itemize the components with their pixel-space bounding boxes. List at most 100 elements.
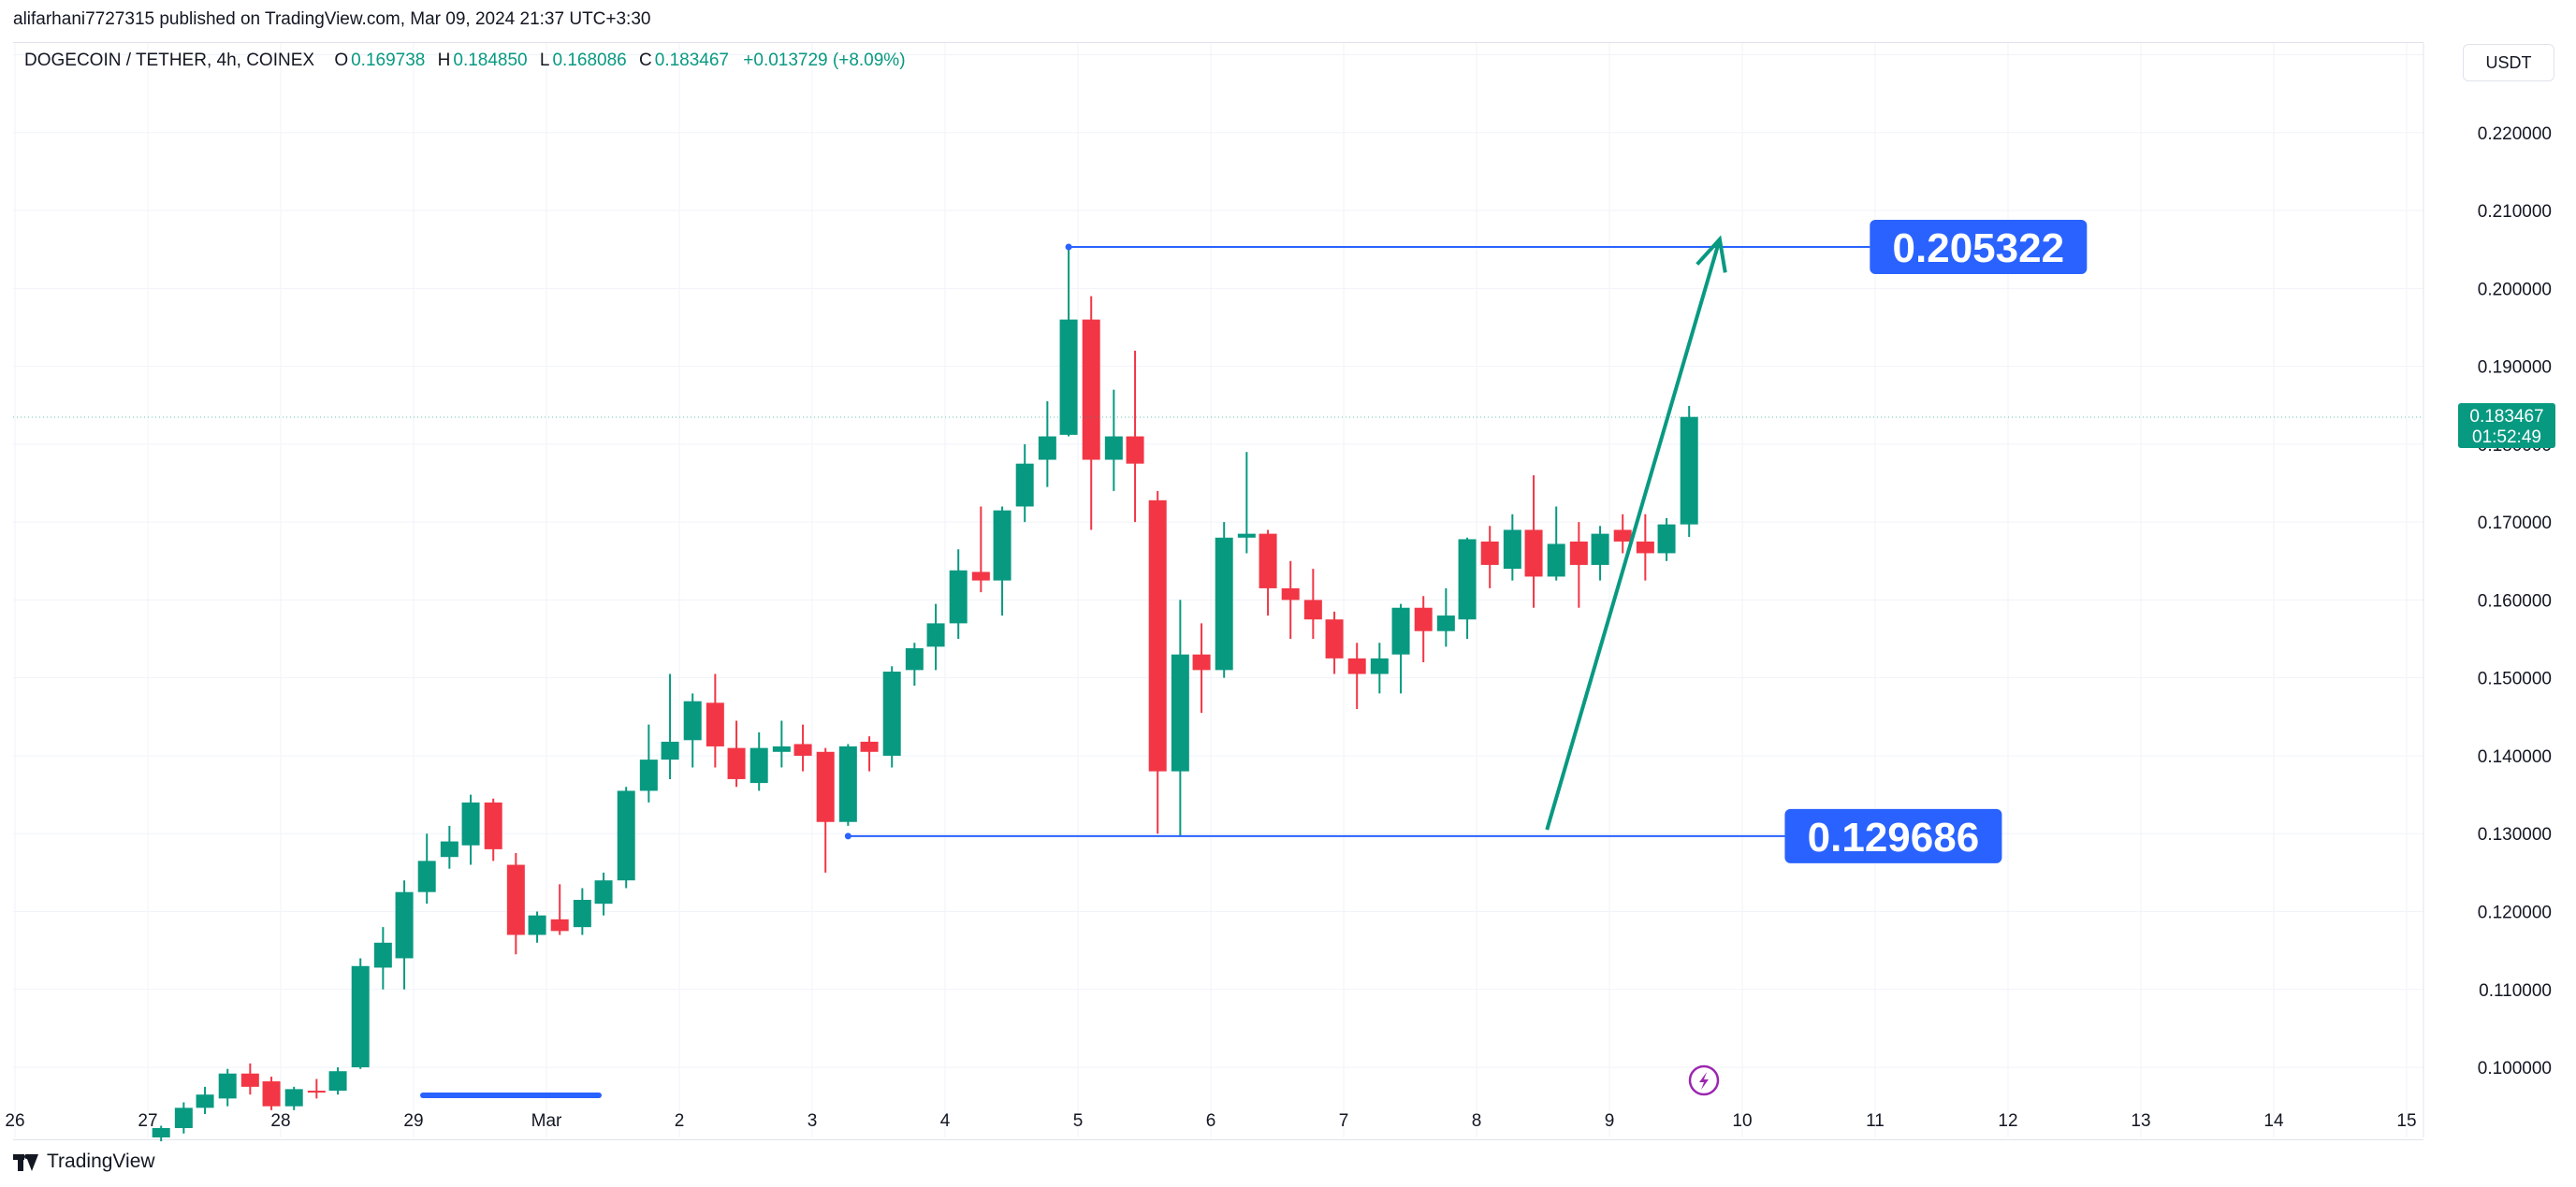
candle-down[interactable] xyxy=(816,751,835,822)
candle-down[interactable] xyxy=(1303,600,1322,620)
candle-up[interactable] xyxy=(461,802,480,846)
candle-bodies xyxy=(152,319,1698,1137)
candle-down[interactable] xyxy=(706,702,724,746)
publisher-line: alifarhani7727315 published on TradingVi… xyxy=(13,9,651,29)
time-axis: 26 27 28 29 Mar 2 3 4 5 6 7 8 9 10 11 12 13 14 15 xyxy=(5,1111,2416,1131)
candle-down[interactable] xyxy=(1480,541,1499,565)
candle-up[interactable] xyxy=(528,915,546,935)
time-tick-label: 27 xyxy=(138,1111,157,1131)
price-tick-label: 0.220000 xyxy=(2478,124,2552,144)
open-value: 0.169738 xyxy=(351,51,426,70)
candle-down[interactable] xyxy=(550,919,569,932)
level-label-box[interactable] xyxy=(1784,808,2002,863)
candle-down[interactable] xyxy=(1613,529,1632,542)
candle-up[interactable] xyxy=(1237,533,1256,538)
candle-down[interactable] xyxy=(506,864,525,935)
level-label-box[interactable] xyxy=(1870,219,2088,274)
candle-up[interactable] xyxy=(395,891,414,959)
candle-up[interactable] xyxy=(440,841,458,858)
grid-lines xyxy=(13,43,2423,1137)
candle-down[interactable] xyxy=(1192,654,1211,671)
candle-down[interactable] xyxy=(971,572,990,581)
candle-up[interactable] xyxy=(351,965,370,1068)
candle-up[interactable] xyxy=(1015,463,1034,507)
brand-name: TradingView xyxy=(47,1151,155,1172)
time-tick-label: 11 xyxy=(1866,1111,1885,1131)
candle-down[interactable] xyxy=(1569,541,1588,565)
candle-down[interactable] xyxy=(240,1073,259,1087)
time-tick-label: 26 xyxy=(5,1111,24,1131)
level-line-anchor xyxy=(844,832,851,840)
candle-down[interactable] xyxy=(1148,499,1167,772)
candle-up[interactable] xyxy=(882,672,901,756)
candle-down[interactable] xyxy=(1347,658,1366,674)
candle-up[interactable] xyxy=(373,942,392,968)
ohlc-legend: DOGECOIN / TETHER, 4h, COINEX O 0.169738 … xyxy=(24,51,906,71)
close-value: 0.183467 xyxy=(654,51,729,70)
candle-up[interactable] xyxy=(152,1128,170,1137)
candle-up[interactable] xyxy=(1038,436,1056,460)
candle-up[interactable] xyxy=(949,570,968,624)
candle-up[interactable] xyxy=(1680,416,1698,525)
candle-up[interactable] xyxy=(573,900,591,928)
candle-up[interactable] xyxy=(750,747,768,784)
candle-up[interactable] xyxy=(417,861,436,892)
candle-up[interactable] xyxy=(196,1094,214,1108)
candle-down[interactable] xyxy=(1082,319,1100,460)
candle-up[interactable] xyxy=(1370,658,1389,674)
candle-down[interactable] xyxy=(1524,529,1543,577)
candle-up[interactable] xyxy=(1059,319,1078,435)
candle-up[interactable] xyxy=(1104,436,1123,460)
candle-up[interactable] xyxy=(926,623,945,647)
candle-up[interactable] xyxy=(617,790,635,881)
candle-down[interactable] xyxy=(793,744,812,756)
candle-up[interactable] xyxy=(1171,654,1189,772)
candle-up[interactable] xyxy=(1391,607,1410,655)
level-label-text: 0.129686 xyxy=(1808,815,1980,861)
candle-up[interactable] xyxy=(1591,533,1609,565)
time-scroll-handle[interactable] xyxy=(420,1093,602,1098)
candle-up[interactable] xyxy=(174,1107,193,1129)
candle-down[interactable] xyxy=(860,741,879,752)
candle-up[interactable] xyxy=(683,701,702,741)
candle-up[interactable] xyxy=(639,760,658,791)
candle-down[interactable] xyxy=(1259,533,1277,588)
candle-up[interactable] xyxy=(772,745,791,752)
candle-up[interactable] xyxy=(838,745,857,822)
candle-up[interactable] xyxy=(594,880,613,905)
candle-up[interactable] xyxy=(1215,537,1233,671)
candle-down[interactable] xyxy=(1325,619,1344,659)
projection-arrow[interactable] xyxy=(1545,239,1722,831)
candle-down[interactable] xyxy=(1636,541,1654,554)
time-tick-label: 12 xyxy=(1998,1111,2017,1131)
candle-up[interactable] xyxy=(993,510,1011,581)
candle-up[interactable] xyxy=(1436,615,1455,631)
candle-down[interactable] xyxy=(1414,607,1433,631)
candle-up[interactable] xyxy=(661,741,679,760)
candle-down[interactable] xyxy=(727,747,746,779)
candle-down[interactable] xyxy=(484,802,502,849)
candle-up[interactable] xyxy=(905,648,924,671)
price-tick-label: 0.160000 xyxy=(2478,591,2552,611)
arrow-head-icon xyxy=(1696,235,1727,273)
footer-brand[interactable]: TradingView xyxy=(13,1151,155,1173)
level-line-anchor xyxy=(1065,243,1072,251)
symbol-title[interactable]: DOGECOIN / TETHER, 4h, COINEX xyxy=(24,51,315,70)
candle-up[interactable] xyxy=(1547,543,1565,577)
candle-up[interactable] xyxy=(1657,524,1676,554)
candle-up[interactable] xyxy=(1503,529,1521,570)
candle-down[interactable] xyxy=(262,1081,281,1107)
candle-up[interactable] xyxy=(218,1073,237,1099)
candle-down[interactable] xyxy=(1281,587,1300,601)
candle-up[interactable] xyxy=(1458,539,1477,620)
level-label-text: 0.205322 xyxy=(1893,225,2065,271)
tradingview-logo-icon xyxy=(13,1152,39,1171)
candle-down[interactable] xyxy=(307,1091,326,1093)
candle-up[interactable] xyxy=(328,1071,347,1092)
candle-down[interactable] xyxy=(1126,436,1144,464)
currency-button[interactable]: USDT xyxy=(2463,44,2554,81)
price-tick-label: 0.110000 xyxy=(2479,981,2552,1001)
open-label: O xyxy=(334,51,349,70)
candle-up[interactable] xyxy=(284,1089,303,1107)
